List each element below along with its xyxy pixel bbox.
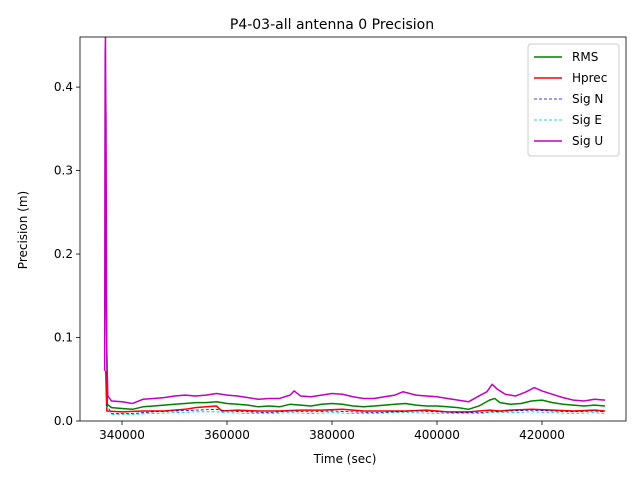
- chart-title: P4-03-all antenna 0 Precision: [230, 17, 434, 33]
- legend-label: Hprec: [572, 71, 607, 85]
- plot-area: [79, 36, 627, 422]
- y-tick-label: 0.3: [54, 164, 73, 178]
- legend-label: RMS: [572, 50, 598, 64]
- y-tick-label: 0.1: [54, 331, 73, 345]
- series-line-sig-u: [103, 37, 606, 405]
- legend-label: Sig E: [572, 113, 602, 127]
- y-axis-label: Precision (m): [16, 191, 30, 269]
- y-tick-label: 0.4: [54, 80, 73, 94]
- series-line-hprec: [104, 370, 606, 413]
- legend: RMS Hprec Sig N Sig E Sig U: [527, 43, 620, 157]
- legend-box: [527, 43, 620, 157]
- series-line-sig-n: [105, 404, 606, 414]
- x-tick-label: 420000: [519, 428, 565, 442]
- x-tick-label: 340000: [99, 428, 145, 442]
- series-lines: [103, 37, 606, 415]
- series-line-sig-e: [105, 405, 606, 415]
- legend-label: Sig U: [572, 134, 603, 148]
- legend-label: Sig N: [572, 92, 603, 106]
- plot-frame: [79, 36, 627, 422]
- x-axis-label: Time (sec): [313, 452, 377, 466]
- y-axis: 0.0 0.1 0.2 0.3 0.4: [54, 80, 80, 428]
- y-tick-label: 0.0: [54, 414, 73, 428]
- y-tick-label: 0.2: [54, 247, 73, 261]
- x-tick-label: 380000: [309, 428, 355, 442]
- x-tick-label: 360000: [204, 428, 250, 442]
- series-line-rms: [104, 220, 606, 411]
- x-tick-label: 400000: [414, 428, 460, 442]
- x-axis: 340000 360000 380000 400000 420000: [99, 421, 565, 442]
